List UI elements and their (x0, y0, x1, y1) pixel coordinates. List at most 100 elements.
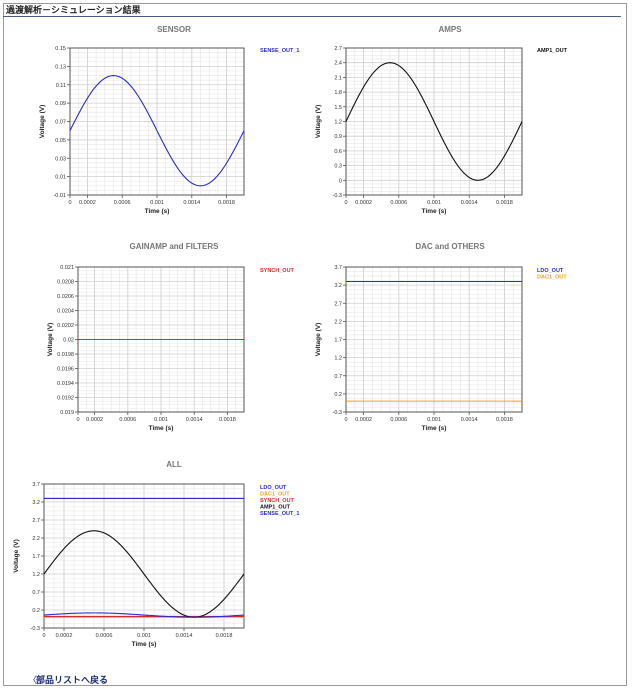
sensor-ytick-label: 0.03 (55, 156, 66, 162)
amps-xtick-label: 0.0018 (496, 200, 513, 206)
dac-xtick-label: 0.0018 (496, 417, 513, 423)
dac-title: DAC and OTHERS (415, 242, 485, 251)
all-ytick-label: 0.7 (32, 590, 40, 596)
sensor-ytick-label: 0.11 (56, 83, 66, 89)
dac-xtick-label: 0.0014 (461, 417, 478, 423)
all-legend-synch-out: SYNCH_OUT (260, 498, 295, 504)
all-ytick-label: 2.7 (32, 518, 40, 524)
sensor-ylabel: Voltage (V) (39, 105, 46, 138)
amps-ytick-label: 1.5 (334, 105, 342, 111)
all-ylabel: Voltage (V) (13, 539, 20, 572)
dac-ytick-label: 1.2 (334, 356, 342, 362)
dac-legend-dac1-out: DAC1_OUT (537, 275, 567, 281)
sensor-xtick-label: 0.0018 (218, 200, 235, 206)
dac-ytick-label: 2.7 (334, 301, 342, 307)
amps-xtick-label: 0.0002 (355, 200, 372, 206)
gainamp-ylabel: Voltage (V) (47, 323, 54, 356)
all-xtick-label: 0.0006 (96, 633, 113, 639)
sensor-legend-sense-out-1: SENSE_OUT_1 (260, 48, 299, 54)
amps-ytick-label: 1.2 (334, 120, 342, 126)
sensor-xtick-label: 0.0014 (183, 200, 200, 206)
all-ytick-label: 2.2 (32, 536, 40, 542)
all-legend-amp1-out: AMP1_OUT (260, 505, 291, 511)
amps-ytick-label: 2.7 (334, 46, 342, 52)
all-ytick-label: 3.2 (32, 500, 40, 506)
amps-ytick-label: 2.1 (334, 75, 342, 81)
all-ytick-label: -0.3 (31, 626, 40, 632)
sensor-xtick-label: 0.0006 (114, 200, 131, 206)
gainamp-xtick-label: 0.001 (154, 417, 168, 423)
dac-ytick-label: 2.2 (334, 319, 342, 325)
gainamp-ytick-label: 0.0206 (57, 294, 74, 300)
gainamp-ytick-label: 0.0202 (57, 323, 74, 329)
back-arrow-icon: 〈 (28, 675, 38, 685)
amps-series-amp1-out (345, 62, 523, 181)
gainamp-xtick-label: 0.0018 (219, 417, 236, 423)
amps-xtick-label: 0.0014 (461, 200, 478, 206)
dac-ytick-label: 3.7 (334, 265, 342, 271)
all-legend-ldo-out: LDO_OUT (260, 485, 287, 491)
all-xtick-label: 0.0014 (176, 633, 193, 639)
all-series-sense-out-1 (43, 612, 245, 618)
dac-xtick-label: 0 (344, 417, 347, 423)
amps-ytick-label: 0.9 (334, 134, 342, 140)
amps-xlabel: Time (s) (422, 208, 447, 215)
page-title: 過渡解析－シミュレーション結果 (6, 5, 141, 15)
gainamp-ytick-label: 0.0204 (57, 309, 74, 315)
gainamp-legend-synch-out: SYNCH_OUT (260, 268, 295, 274)
dac-xtick-label: 0.0006 (390, 417, 407, 423)
all-legend-dac1-out: DAC1_OUT (260, 492, 290, 498)
gainamp-ytick-label: 0.0208 (57, 280, 74, 286)
gainamp-ytick-label: 0.019 (60, 410, 74, 416)
all-xtick-label: 0.0002 (56, 633, 73, 639)
gainamp-ytick-label: 0.0192 (57, 396, 74, 402)
dac-ytick-label: 0.2 (334, 392, 342, 398)
gainamp-xlabel: Time (s) (149, 425, 174, 432)
sensor-ytick-label: 0.07 (55, 120, 66, 126)
sensor-ytick-label: 0.09 (55, 101, 66, 107)
sensor-xlabel: Time (s) (145, 208, 170, 215)
amps-xtick-label: 0.001 (427, 200, 441, 206)
sensor-ytick-label: -0.01 (53, 193, 66, 199)
all-xtick-label: 0.001 (137, 633, 151, 639)
sensor-ytick-label: 0.15 (55, 46, 66, 52)
sensor-xtick-label: 0.0002 (79, 200, 96, 206)
dac-ytick-label: 3.2 (334, 283, 342, 289)
gainamp-xtick-label: 0.0006 (119, 417, 136, 423)
all-xtick-label: 0 (42, 633, 45, 639)
dac-xtick-label: 0.001 (427, 417, 441, 423)
all-ytick-label: 3.7 (32, 482, 40, 488)
amps-xtick-label: 0 (344, 200, 347, 206)
sensor-xtick-label: 0 (68, 200, 71, 206)
all-xtick-label: 0.0018 (216, 633, 233, 639)
dac-ytick-label: 0.7 (334, 374, 342, 380)
gainamp-xtick-label: 0.0002 (86, 417, 103, 423)
back-to-parts-list-link[interactable]: 部品リストへ戻る (36, 675, 109, 685)
all-xlabel: Time (s) (132, 641, 157, 648)
gainamp-ytick-label: 0.02 (63, 338, 74, 344)
header-bar: 過渡解析－シミュレーション結果 (3, 3, 621, 17)
amps-title: AMPS (438, 25, 462, 34)
dac-ytick-label: 1.7 (334, 338, 342, 344)
sensor-series-sense-out-1 (69, 75, 245, 187)
dac-ylabel: Voltage (V) (315, 323, 322, 356)
gainamp-ytick-label: 0.021 (60, 265, 74, 271)
all-series-amp1-out (43, 530, 245, 618)
all-ytick-label: 1.7 (32, 554, 40, 560)
sensor-ytick-label: 0.01 (55, 175, 66, 181)
all-ytick-label: 0.2 (32, 608, 40, 614)
amps-legend-amp1-out: AMP1_OUT (537, 48, 568, 54)
dac-ytick-label: -0.3 (333, 410, 342, 416)
sensor-xtick-label: 0.001 (150, 200, 164, 206)
sensor-title: SENSOR (157, 25, 191, 34)
gainamp-ytick-label: 0.0194 (57, 381, 74, 387)
dac-xtick-label: 0.0002 (355, 417, 372, 423)
gainamp-ytick-label: 0.0198 (57, 352, 74, 358)
amps-ytick-label: 0 (339, 178, 342, 184)
amps-ytick-label: 2.4 (334, 61, 342, 67)
all-title: ALL (166, 460, 182, 469)
amps-xtick-label: 0.0006 (390, 200, 407, 206)
amps-ytick-label: 1.8 (334, 90, 342, 96)
amps-ytick-label: 0.6 (334, 149, 342, 155)
